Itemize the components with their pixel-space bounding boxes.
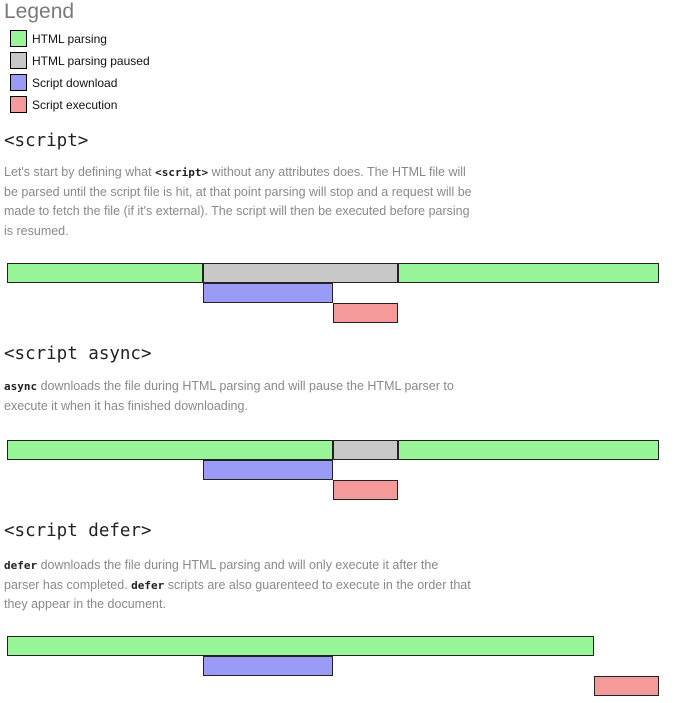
section-title-script: <script> [4, 131, 89, 151]
timeline-script-parsing-bar [398, 263, 659, 283]
legend-swatch-paused [10, 52, 27, 69]
inline-code: async [4, 380, 38, 393]
legend-swatch-parsing [10, 30, 27, 47]
inline-code: defer [4, 559, 38, 572]
timeline-script-execution-bar [333, 303, 399, 323]
legend-label: Script execution [32, 98, 118, 112]
timeline-script-download-bar [202, 283, 333, 303]
inline-code: <script> [155, 166, 209, 179]
timeline-defer-parsing-bar [7, 636, 594, 656]
section-title-script-async: <script async> [4, 344, 152, 364]
inline-code: defer [131, 578, 165, 592]
timeline-script-parsing-bar [7, 263, 203, 283]
legend-swatch-execution [10, 96, 27, 113]
timeline-script-paused-bar [202, 263, 399, 283]
timeline-defer-execution-bar [593, 676, 659, 696]
timeline-async-download-bar [202, 460, 333, 480]
legend-label: HTML parsing paused [32, 54, 150, 68]
section-title-script-defer: <script defer> [4, 521, 152, 541]
legend-swatch-download [10, 74, 27, 91]
timeline-async-paused-bar [333, 440, 399, 460]
timeline-async-parsing-bar [7, 440, 333, 460]
section-description-script-async: async downloads the file during HTML par… [4, 379, 454, 413]
legend-title: Legend [4, 0, 75, 23]
timeline-async-parsing-bar [398, 440, 659, 460]
timeline-defer-download-bar [202, 656, 333, 676]
legend-label: Script download [32, 76, 118, 90]
section-description-script: Let's start by defining what <script> wi… [4, 165, 472, 238]
section-description-script-defer: defer downloads the file during HTML par… [4, 558, 471, 611]
timeline-async-execution-bar [333, 480, 399, 500]
legend-label: HTML parsing [32, 32, 107, 46]
